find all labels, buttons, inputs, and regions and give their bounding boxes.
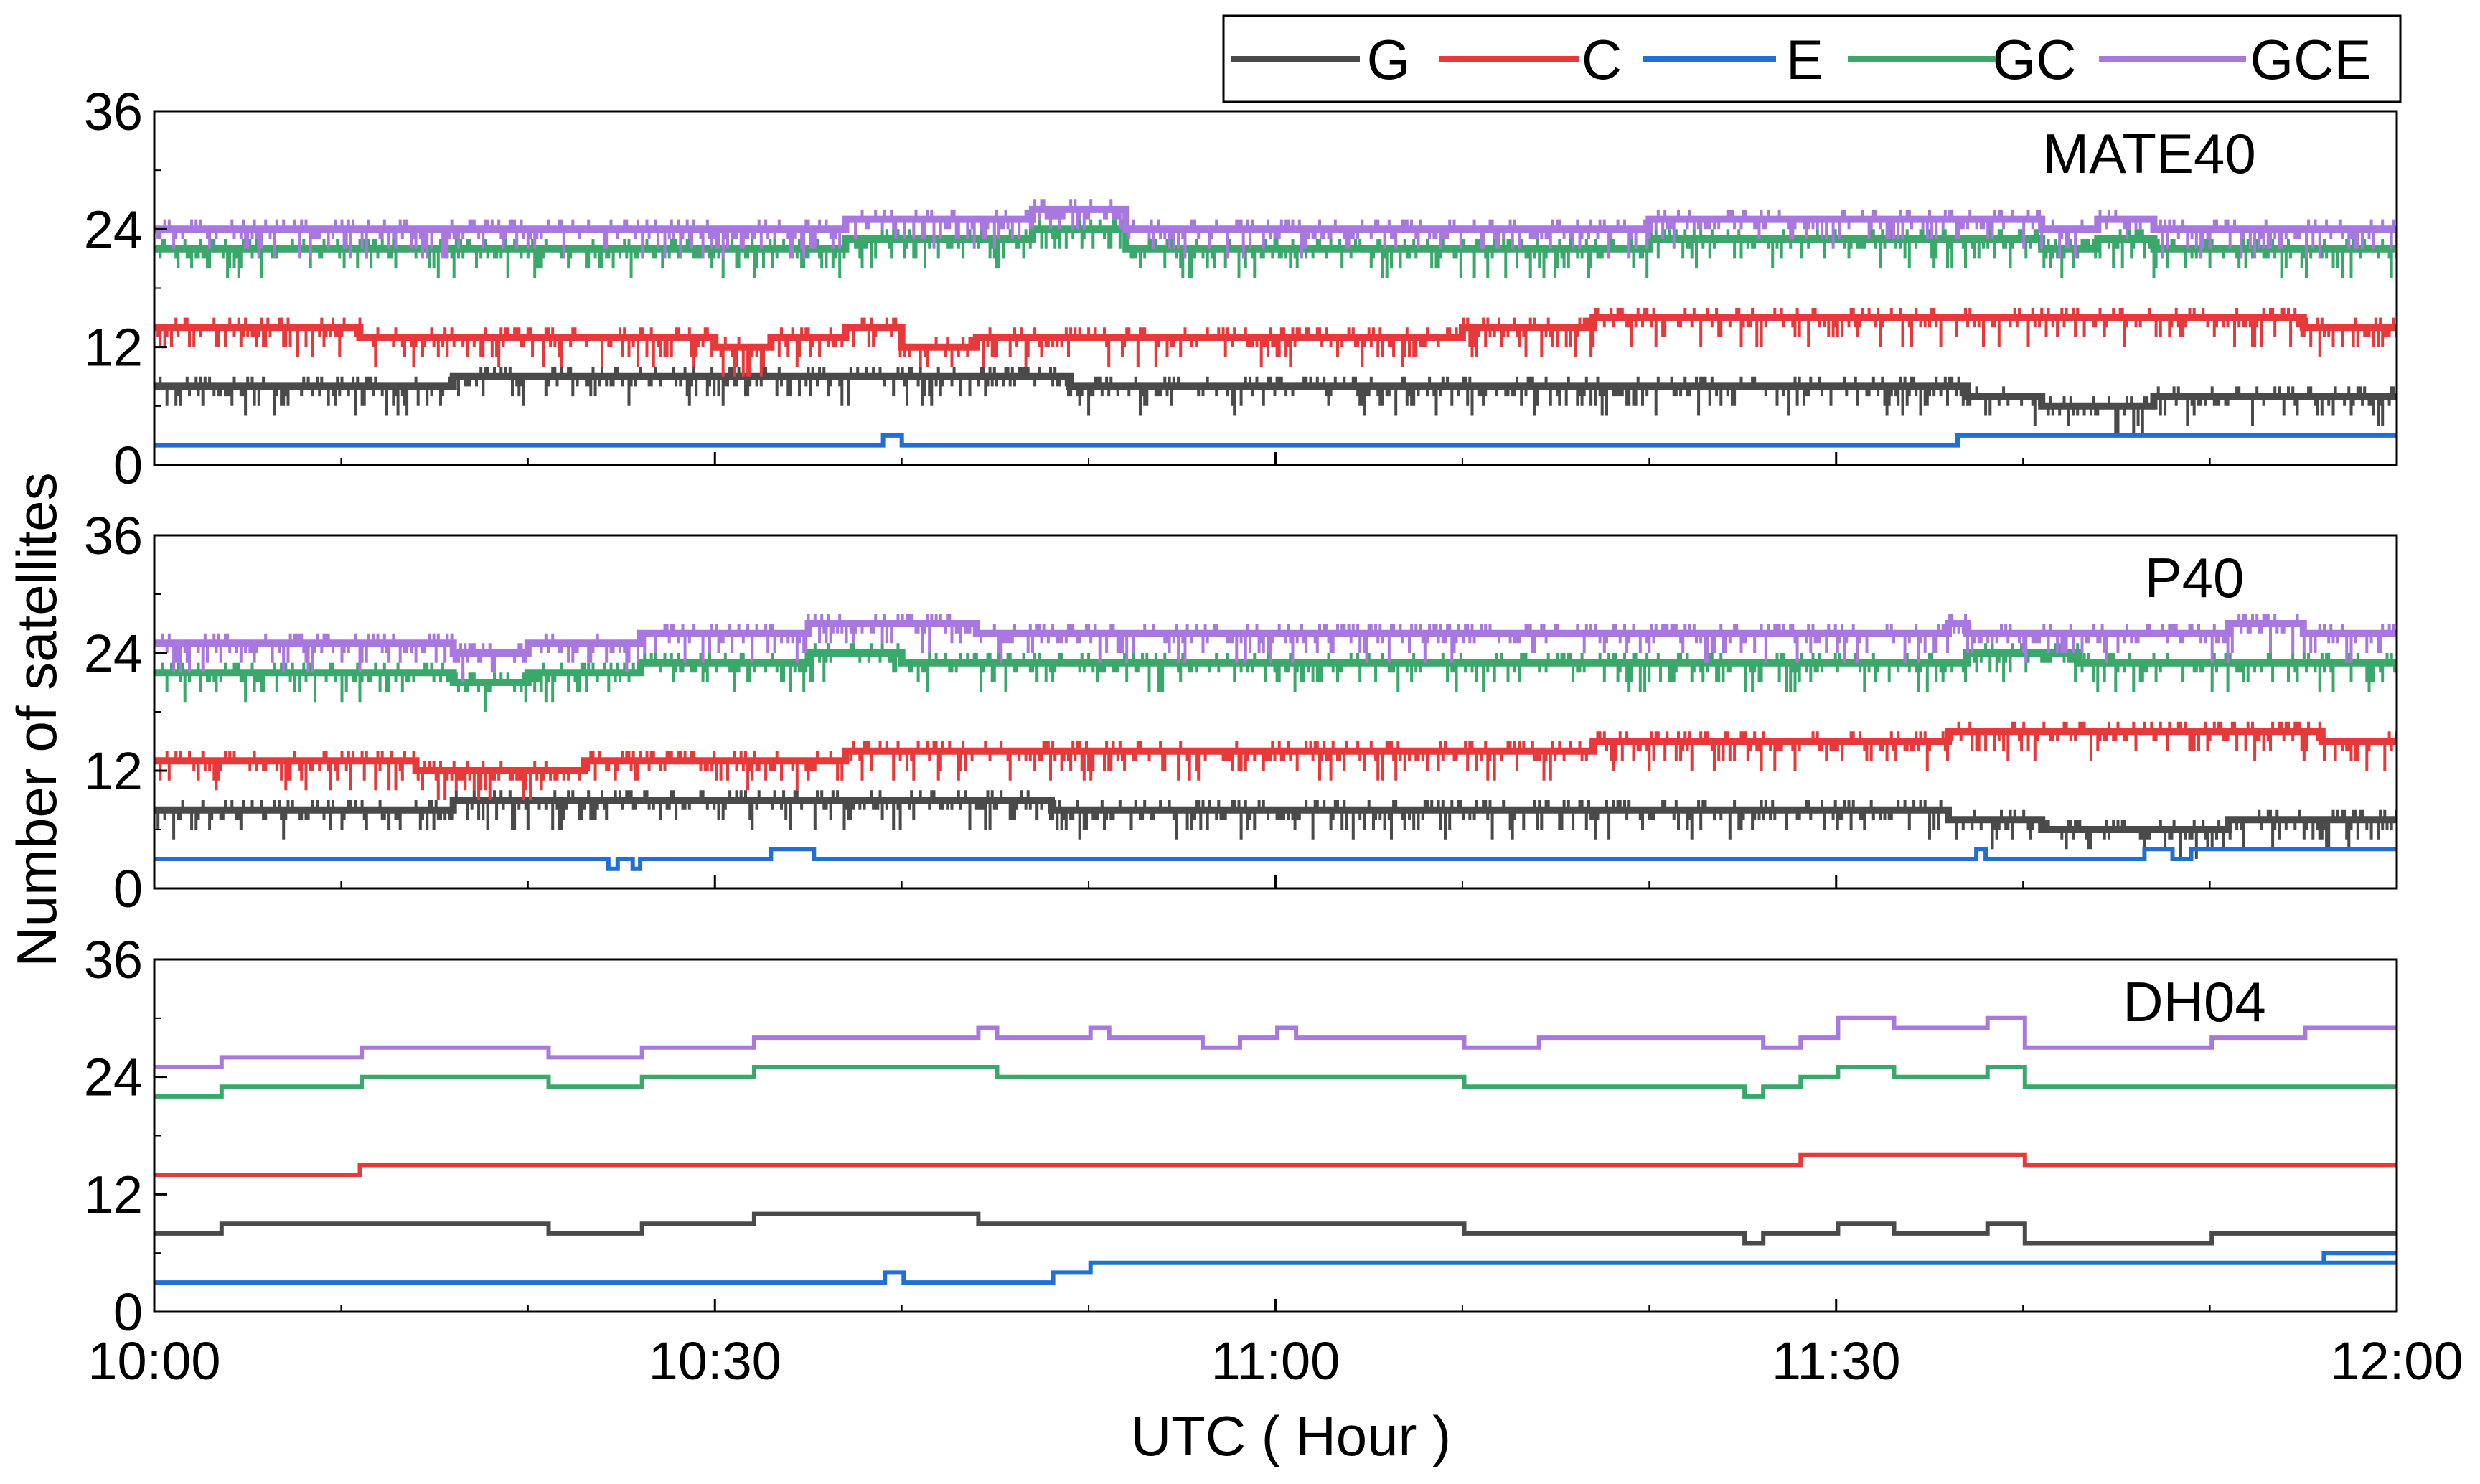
series-line-e-p40	[154, 847, 2397, 871]
x-tick-label: 12:00	[2330, 1331, 2463, 1391]
panel-label: P40	[2145, 546, 2245, 609]
panel-label: DH04	[2123, 970, 2265, 1033]
series-line-g-dh04	[154, 1211, 2397, 1246]
series-noise-c-mate40	[156, 307, 2397, 377]
y-tick-label: 36	[84, 82, 143, 141]
y-tick-label: 36	[84, 930, 143, 990]
y-tick-label: 24	[84, 199, 143, 259]
series-group	[154, 614, 2397, 871]
panel-mate40: 0 12 24 36 MATE40	[84, 82, 2398, 495]
panel-p40: 0 12 24 36 P40	[84, 506, 2398, 919]
series-line-gce-dh04	[154, 1015, 2397, 1069]
legend-label-g: G	[1367, 28, 1411, 91]
series-noise-g-mate40	[159, 367, 2395, 436]
series-line-e-dh04	[154, 1251, 2397, 1285]
series-group	[154, 199, 2397, 448]
y-tick-label: 36	[84, 506, 143, 565]
series-line-c-dh04	[154, 1152, 2397, 1178]
panels-layer: 0 12 24 36 MATE40 0 12 24 36 P40 0 12 24 36 DH04 10:00 1…	[84, 82, 2463, 1391]
y-axis-label: Number of satellites	[5, 472, 68, 967]
series-line-e-mate40	[154, 433, 2397, 448]
legend: G C E GC GCE	[1222, 14, 2402, 103]
series-noise-gce-mate40	[156, 199, 2397, 259]
y-tick-label: 0	[113, 436, 143, 495]
y-tick-label: 0	[113, 859, 143, 919]
y-tick-label: 24	[84, 624, 143, 683]
x-tick-label: 11:30	[1772, 1331, 1901, 1391]
panel-label: MATE40	[2042, 122, 2256, 185]
series-noise-gce-p40	[161, 614, 2395, 682]
y-tick-label: 24	[84, 1048, 143, 1107]
x-tick-label: 10:30	[649, 1331, 781, 1391]
y-tick-label: 12	[84, 741, 143, 801]
legend-label-gc: GC	[1993, 28, 2077, 91]
series-group	[154, 1015, 2397, 1285]
legend-label-gce: GCE	[2250, 28, 2371, 91]
axis-labels: Number of satellites UTC ( Hour )	[5, 472, 1451, 1467]
series-noise-g-p40	[156, 790, 2397, 859]
y-tick-label: 12	[84, 318, 143, 377]
x-tick-label: 10:00	[88, 1331, 220, 1391]
y-tick-label: 0	[113, 1282, 143, 1342]
y-tick-label: 12	[84, 1165, 143, 1224]
panel-dh04: 0 12 24 36 DH04 10:00 10:30 11:00 11:30 12:00	[84, 930, 2463, 1391]
legend-label-e: E	[1786, 28, 1823, 91]
legend-label-c: C	[1582, 28, 1622, 91]
series-line-gc-dh04	[154, 1065, 2397, 1099]
x-tick-label: 11:00	[1211, 1331, 1340, 1391]
x-axis-label: UTC ( Hour )	[1131, 1404, 1451, 1467]
